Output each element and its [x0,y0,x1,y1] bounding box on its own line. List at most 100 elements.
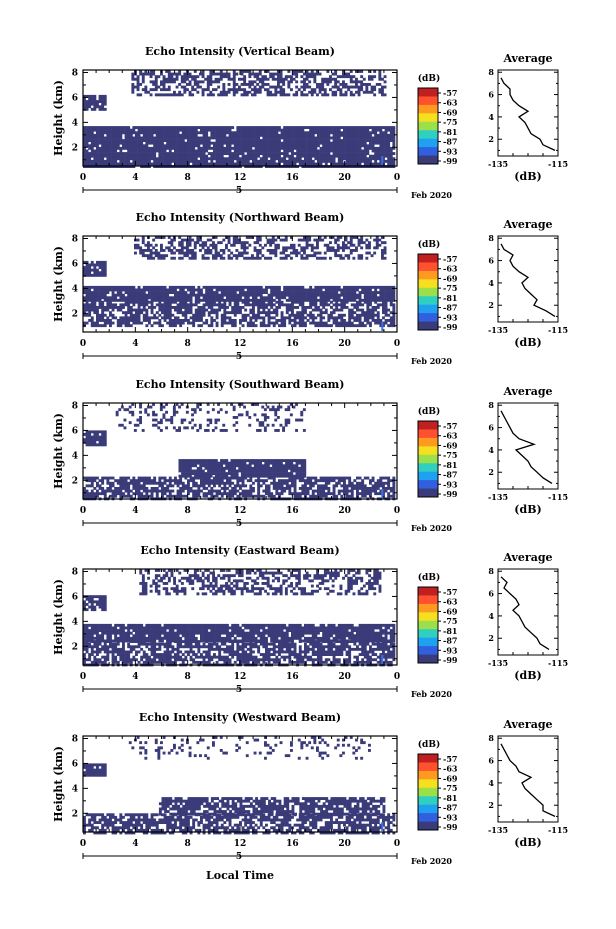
echo-cell [239,291,242,294]
echo-cell [226,146,229,150]
echo-cell [356,296,359,300]
echo-cell [205,288,209,292]
echo-cell [85,131,89,135]
echo-cell [285,285,289,289]
echo-cell [392,303,396,307]
echo-cell [322,139,326,142]
echo-cell [187,285,190,289]
echo-cell [244,126,248,129]
echo-cell [303,472,307,475]
echo-cell [332,144,336,148]
colorbar-swatch [418,113,438,123]
echo-cell [103,144,107,148]
echo-cell [83,157,86,161]
echo-cell [184,162,188,166]
echo-cell [179,306,183,309]
echo-cell [306,139,310,142]
echo-cell [119,152,123,155]
echo-cell [305,77,309,81]
echo-cell [348,319,352,322]
echo-cell [85,260,89,264]
echo-cell [310,246,314,250]
echo-cell [106,149,110,153]
echo-cell [314,152,318,155]
echo-cell [85,308,89,312]
echo-cell [111,141,115,145]
echo-cell [218,131,222,135]
echo-cell [188,93,192,97]
echo-cell [301,308,305,312]
echo-cell [285,136,289,140]
echo-cell [309,476,313,480]
echo-cell [148,159,151,163]
echo-cell [111,296,115,300]
echo-cell [214,256,218,260]
echo-cell [171,159,175,163]
echo-cell [174,293,177,297]
echo-cell [166,141,170,145]
echo-cell [236,288,240,292]
echo-cell [332,298,336,302]
echo-cell [283,157,287,161]
echo-cell [152,70,156,73]
echo-cell [347,241,351,245]
echo-cell [353,133,357,137]
echo-cell [127,144,131,148]
echo-cell [291,303,294,307]
echo-cell [212,246,215,250]
echo-cell [249,162,253,166]
echo-cell [259,461,262,465]
echo-cell [204,466,208,470]
echo-cell [303,85,306,89]
echo-cell [149,70,153,73]
echo-cell [101,133,105,137]
echo-cell [381,251,384,255]
echo-cell [93,107,97,111]
echo-cell [251,236,254,239]
echo-cell [303,459,307,462]
echo-cell [153,131,157,135]
echo-cell [301,311,305,315]
echo-cell [340,298,344,302]
echo-cell [162,254,166,258]
echo-cell [332,141,336,145]
echo-cell [174,128,177,132]
echo-cell [189,128,193,132]
echo-cell [196,472,200,475]
echo-cell [214,472,218,475]
echo-cell [187,288,190,292]
echo-cell [145,300,149,304]
echo-cell [340,306,344,309]
echo-cell [83,476,86,480]
echo-cell [327,152,331,155]
echo-cell [214,88,218,92]
echo-cell [350,316,354,320]
echo-cell [309,313,313,317]
echo-cell [270,159,274,163]
echo-cell [142,298,146,302]
echo-cell [193,251,197,255]
echo-cell [327,144,331,148]
echo-cell [291,126,294,129]
echo-cell [206,80,210,84]
echo-cell [287,472,291,475]
echo-cell [392,128,396,132]
echo-cell [304,157,307,161]
echo-cell [228,126,232,129]
echo-cell [304,293,307,297]
echo-cell [192,303,196,307]
echo-cell [103,324,107,328]
echo-cell [184,126,188,129]
echo-cell [379,144,383,148]
echo-cell [215,321,219,325]
echo-cell [150,141,154,145]
echo-cell [308,72,312,76]
echo-cell [161,126,164,129]
echo-cell [241,476,245,480]
echo-cell [183,246,187,250]
echo-cell [189,126,193,129]
echo-cell [132,152,136,155]
echo-cell [119,303,123,307]
echo-cell [239,136,242,140]
echo-cell [353,306,357,309]
